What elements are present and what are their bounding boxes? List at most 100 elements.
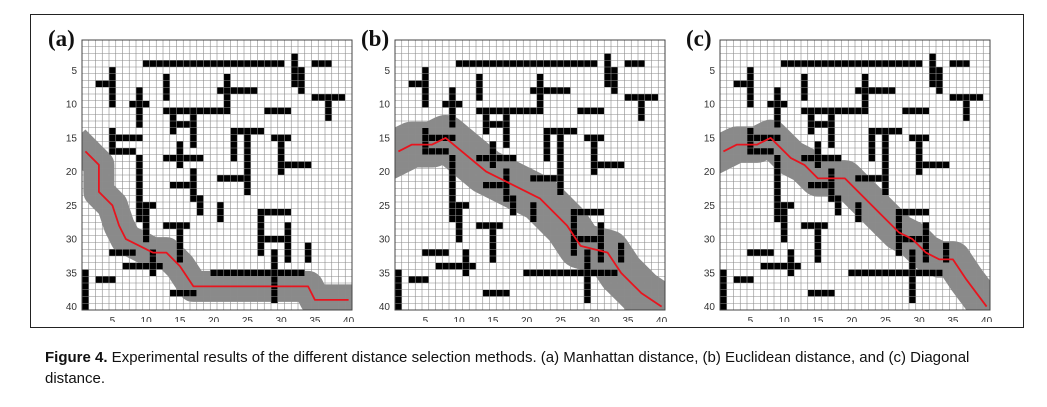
obstacle-cell <box>196 208 204 216</box>
obstacle-cell <box>787 262 795 270</box>
obstacle-cell <box>422 148 429 155</box>
obstacle-cell <box>570 222 578 229</box>
obstacle-cell <box>956 94 963 101</box>
obstacle-cell <box>298 269 305 277</box>
obstacle-cell <box>868 141 876 148</box>
obstacle-cell <box>530 107 537 115</box>
obstacle-cell <box>449 168 456 175</box>
obstacle-cell <box>861 107 869 115</box>
obstacle-cell <box>915 141 923 148</box>
obstacle-cell <box>462 60 470 67</box>
obstacle-cell <box>482 121 490 128</box>
obstacle-cell <box>496 222 503 229</box>
obstacle-cell <box>597 242 605 250</box>
obstacle-cell <box>828 181 835 189</box>
caption-text: Experimental results of the different di… <box>45 349 970 387</box>
obstacle-cell <box>482 222 490 229</box>
obstacle-cell <box>129 262 136 270</box>
obstacle-cell <box>848 60 855 67</box>
obstacle-cell <box>753 134 761 142</box>
obstacle-cell <box>834 60 842 67</box>
obstacle-cell <box>304 256 312 263</box>
obstacle-cell <box>740 80 747 88</box>
obstacle-cell <box>922 107 930 115</box>
obstacle-cell <box>868 269 876 277</box>
obstacle-cell <box>848 107 855 115</box>
y-tick-label: 30 <box>704 235 716 246</box>
obstacle-cell <box>774 215 781 223</box>
obstacle-cell <box>557 269 564 277</box>
obstacle-cell <box>774 262 781 270</box>
obstacle-cell <box>284 208 292 216</box>
obstacle-cell <box>909 134 916 142</box>
obstacle-cell <box>489 60 497 67</box>
obstacle-cell <box>176 229 184 236</box>
obstacle-cell <box>774 168 781 175</box>
obstacle-cell <box>814 107 822 115</box>
obstacle-cell <box>169 121 177 128</box>
obstacle-cell <box>428 148 436 155</box>
obstacle-cell <box>543 60 551 67</box>
obstacle-cell <box>787 249 795 256</box>
obstacle-cell <box>196 154 204 162</box>
obstacle-cell <box>882 87 889 94</box>
figure-caption: Figure 4. Experimental results of the di… <box>45 347 1005 389</box>
obstacle-cell <box>821 181 828 189</box>
obstacle-cell <box>747 148 754 155</box>
obstacle-cell <box>590 269 598 277</box>
obstacle-cell <box>767 262 774 270</box>
obstacle-cell <box>271 296 278 304</box>
grid-map-b: 5 5 10 10 15 15 20 20 25 25 30 30 35 35 40 40 <box>379 39 667 322</box>
obstacle-cell <box>909 289 916 297</box>
obstacle-cell <box>428 134 436 142</box>
obstacle-cell <box>963 100 970 108</box>
obstacle-cell <box>949 94 957 101</box>
obstacle-cell <box>550 127 557 135</box>
obstacle-cell <box>909 256 916 263</box>
obstacle-cell <box>442 249 449 256</box>
obstacle-cell <box>570 242 578 250</box>
obstacle-cell <box>196 107 204 115</box>
obstacle-cell <box>807 222 815 229</box>
obstacle-cell <box>422 100 429 108</box>
axes-border <box>394 39 666 311</box>
obstacle-cell <box>476 222 483 229</box>
obstacle-cell <box>136 175 143 182</box>
obstacle-cell <box>936 161 943 169</box>
obstacle-cell <box>142 229 150 236</box>
obstacle-cell <box>530 87 537 94</box>
obstacle-cell <box>176 161 184 169</box>
obstacle-cell <box>136 94 143 101</box>
obstacle-cell <box>801 60 808 67</box>
obstacle-cell <box>109 87 116 94</box>
obstacle-cell <box>747 87 754 94</box>
caption-label: Figure 4. <box>45 349 108 366</box>
obstacle-cell <box>176 141 184 148</box>
obstacle-cell <box>895 222 903 229</box>
obstacle-cell <box>807 107 815 115</box>
obstacle-cell <box>503 121 510 128</box>
obstacle-cell <box>936 269 943 277</box>
obstacle-cell <box>109 67 116 74</box>
obstacle-cell <box>223 60 231 67</box>
obstacle-cell <box>291 80 298 88</box>
obstacle-cell <box>476 60 483 67</box>
obstacle-cell <box>455 262 463 270</box>
obstacle-cell <box>190 195 197 202</box>
obstacle-cell <box>584 283 591 290</box>
obstacle-cell <box>888 127 896 135</box>
obstacle-cell <box>801 94 808 101</box>
obstacle-cell <box>496 107 503 115</box>
y-tick-label: 20 <box>66 167 78 178</box>
obstacle-cell <box>435 148 443 155</box>
obstacle-cell <box>422 87 429 94</box>
obstacle-cell <box>176 148 184 155</box>
obstacle-cell <box>271 256 278 263</box>
obstacle-cell <box>190 175 197 182</box>
obstacle-cell <box>311 60 319 67</box>
obstacle-cell <box>760 134 768 142</box>
panel-label-c: (c) <box>686 26 712 51</box>
obstacle-cell <box>814 256 822 263</box>
obstacle-cell <box>828 154 835 162</box>
obstacle-cell <box>264 235 271 243</box>
